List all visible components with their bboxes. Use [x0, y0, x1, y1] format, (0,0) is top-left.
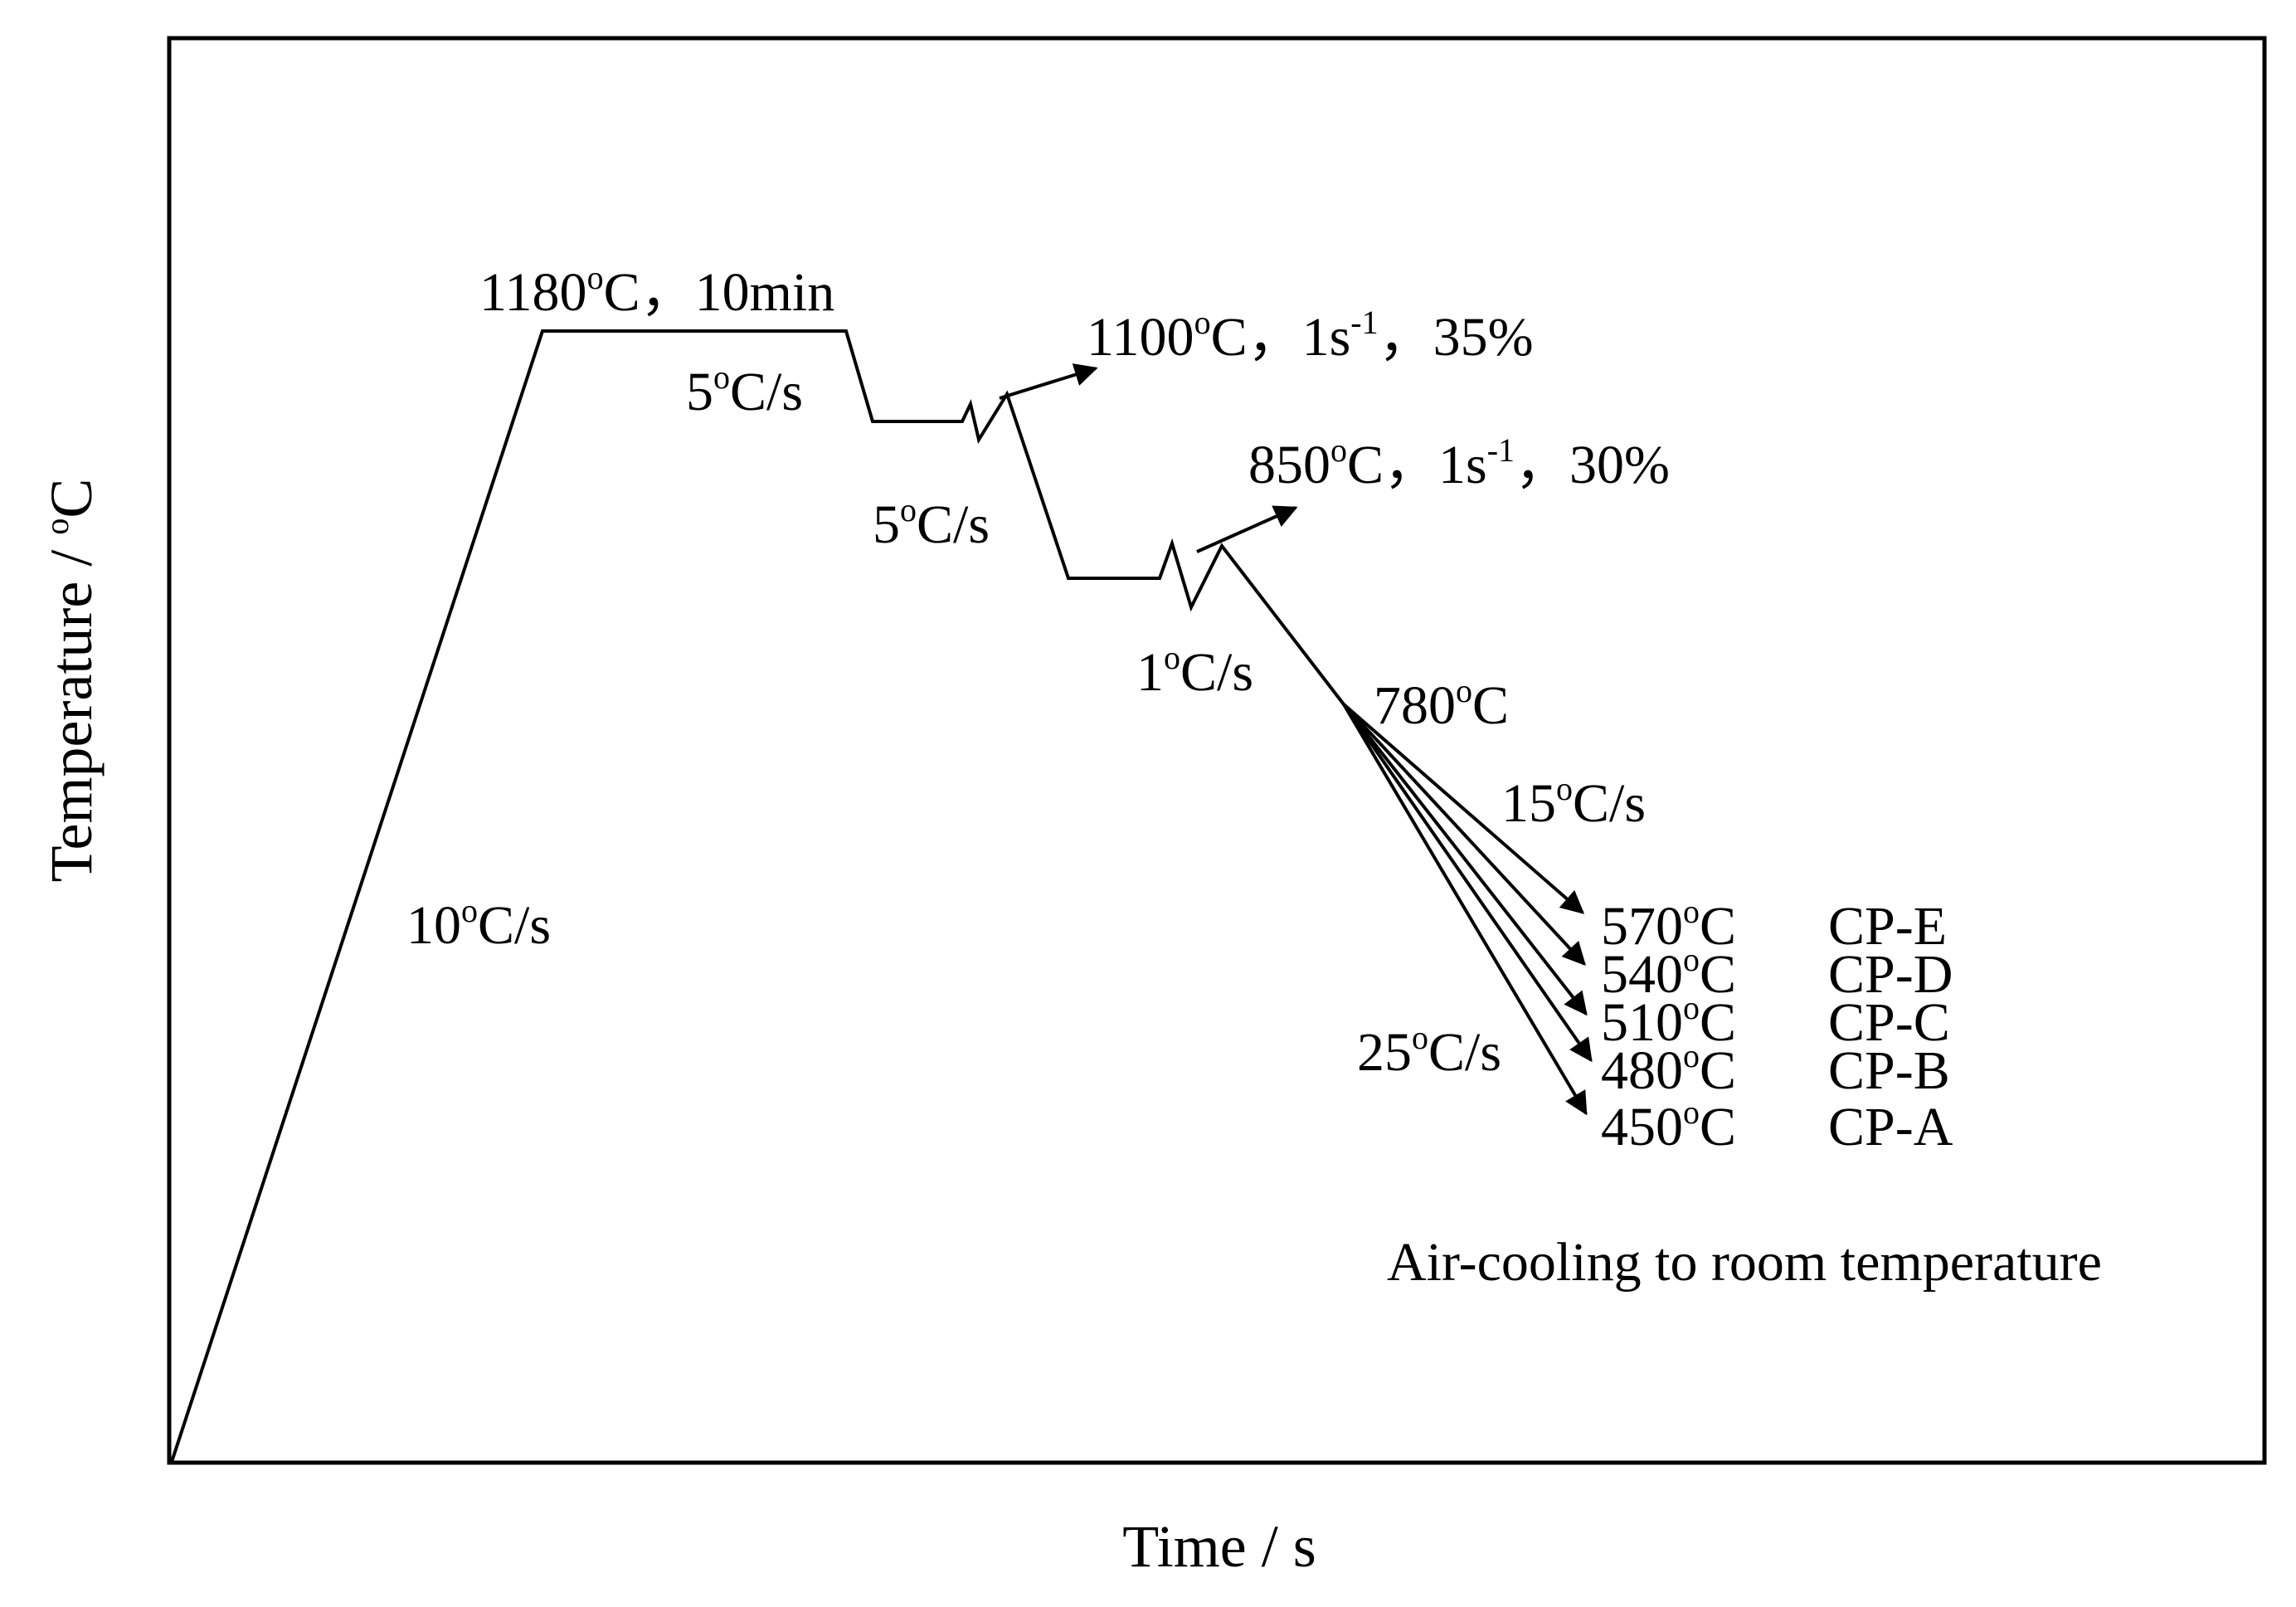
cooling-arrow-fan [1342, 703, 1593, 1116]
cooling-arrow-cp-b [1342, 703, 1593, 1063]
cooling-arrow-cp-d [1342, 703, 1586, 967]
fast-rate-low-label: 15oC/s [1501, 770, 1646, 834]
heating-rate-label: 10oC/s [406, 892, 551, 956]
y-axis-label-degree: o [38, 519, 75, 535]
plot-frame [167, 36, 2267, 1465]
end-temp-cp-b: 480oC [1601, 1037, 1736, 1101]
sample-label-cp-a: CP-A [1828, 1097, 1953, 1157]
cooling-rate-3-label: 1oC/s [1136, 639, 1253, 703]
sample-label-cp-b: CP-B [1828, 1040, 1950, 1101]
cooling-arrow-cp-e [1342, 703, 1585, 914]
pass-2-arrow [1196, 505, 1298, 553]
end-temperature-list: 570oC CP-E 540oC CP-D 510oC CP-C 480oC C… [1601, 893, 1953, 1157]
cooling-arrow-cp-a [1342, 703, 1588, 1116]
finish-temp-label: 780oC [1374, 672, 1509, 736]
sample-label-cp-c: CP-C [1828, 992, 1950, 1053]
sample-label-cp-d: CP-D [1828, 944, 1953, 1005]
process-curve [170, 329, 1345, 1463]
cooling-rate-2-label: 5oC/s [873, 491, 990, 555]
end-temp-cp-a: 450oC [1601, 1093, 1736, 1157]
cooling-arrow-cp-c [1342, 703, 1588, 1016]
y-axis-label-unit: C [38, 479, 105, 519]
end-temp-cp-e: 570oC [1601, 893, 1736, 957]
cooling-rate-1-label: 5oC/s [686, 358, 803, 422]
x-axis-label: Time / s [1122, 1513, 1316, 1580]
y-axis-label: Temperature / oC [38, 479, 105, 883]
y-axis-label-main: Temperature / [38, 535, 105, 883]
pass-2-label: 850oC，1s-1，30% [1248, 431, 1670, 495]
fast-rate-high-label: 25oC/s [1357, 1019, 1501, 1083]
sample-label-cp-e: CP-E [1828, 896, 1947, 957]
soak-label: 1180oC，10min [479, 259, 834, 323]
end-temp-cp-d: 540oC [1601, 941, 1736, 1005]
end-temp-cp-c: 510oC [1601, 989, 1736, 1053]
pass-1-arrow [999, 363, 1098, 400]
pass-1-label: 1100oC，1s-1，35% [1087, 304, 1534, 368]
air-cooling-label: Air-cooling to room temperature [1387, 1232, 2102, 1293]
